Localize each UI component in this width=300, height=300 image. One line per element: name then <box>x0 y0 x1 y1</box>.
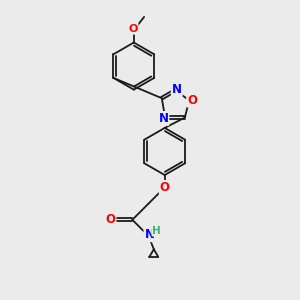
Text: O: O <box>106 213 116 226</box>
Text: H: H <box>152 226 161 236</box>
Text: O: O <box>160 181 170 194</box>
Text: O: O <box>187 94 197 106</box>
Text: O: O <box>128 24 138 34</box>
Text: N: N <box>172 83 182 96</box>
Text: N: N <box>158 112 168 125</box>
Text: N: N <box>144 228 154 241</box>
